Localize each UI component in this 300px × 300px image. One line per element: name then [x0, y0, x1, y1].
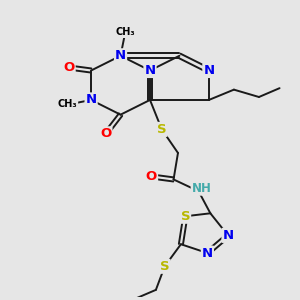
Text: S: S	[181, 210, 190, 223]
Text: O: O	[146, 170, 157, 183]
Text: S: S	[160, 260, 169, 273]
Text: N: N	[115, 49, 126, 62]
Text: O: O	[100, 127, 112, 140]
Text: NH: NH	[192, 182, 212, 195]
Text: N: N	[202, 247, 213, 260]
Text: S: S	[157, 123, 166, 136]
Text: N: N	[223, 229, 234, 242]
Text: N: N	[85, 93, 97, 106]
Text: CH₃: CH₃	[115, 27, 135, 37]
Text: O: O	[63, 61, 75, 74]
Text: CH₃: CH₃	[58, 99, 77, 110]
Text: N: N	[144, 64, 156, 77]
Text: N: N	[203, 64, 214, 77]
